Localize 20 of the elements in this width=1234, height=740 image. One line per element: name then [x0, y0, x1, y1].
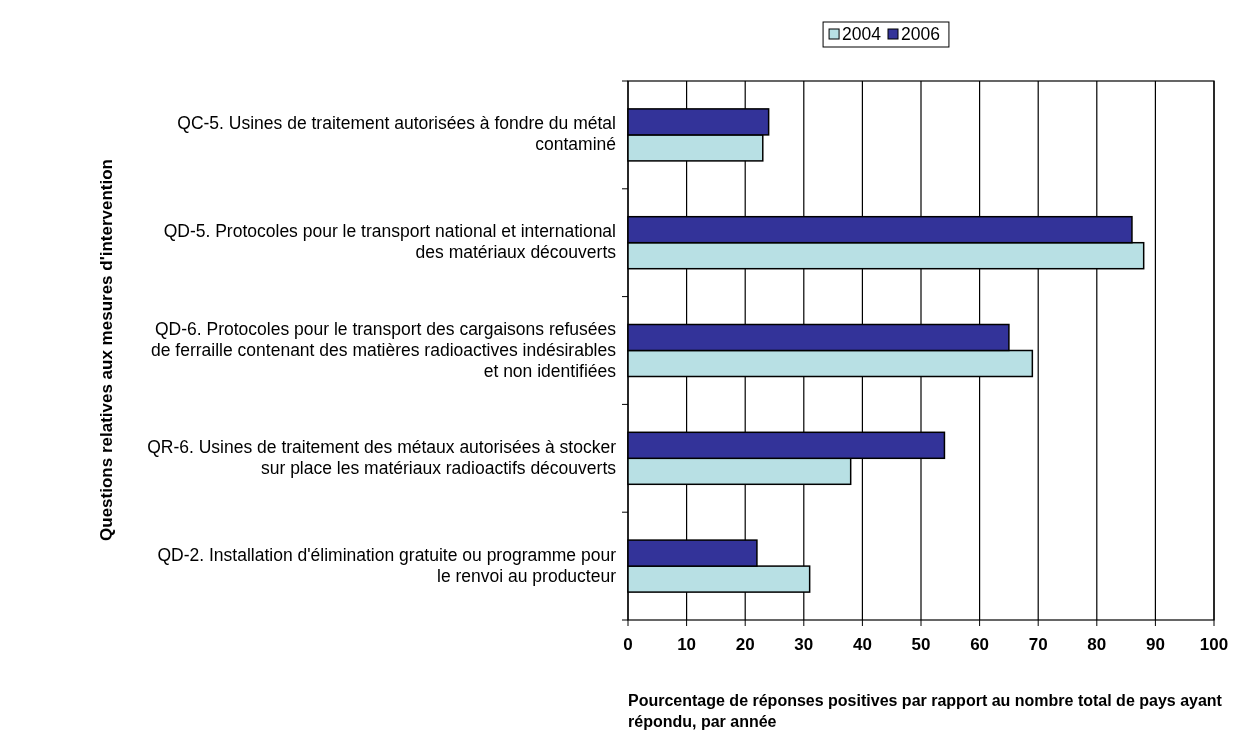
x-tick-label: 70 [1028, 635, 1048, 654]
x-tick-label: 60 [970, 635, 990, 654]
x-tick-label: 0 [623, 635, 633, 654]
x-tick-label: 10 [677, 635, 697, 654]
y-tick-label: QD-5. Protocoles pour le transport national et international des matériaux découverts [163, 220, 617, 262]
y-tick-label: QD-6. Protocoles pour le transport des cargaisons refusées de ferraille contenant des matières radioactives indésirables et non identifiées [151, 318, 617, 381]
y-tick-label: QC-5. Usines de traitement autorisées à fondre du métal contaminé [177, 113, 616, 155]
x-tick-label: 30 [794, 635, 814, 654]
y-axis-title: Questions relatives aux mesures d'intervention [97, 159, 116, 541]
legend-label: 2006 [901, 24, 940, 44]
y-tick-label: QR-6. Usines de traitement des métaux autorisées à stocker sur place les matériaux radioactifs découverts [147, 436, 617, 478]
x-tick-label: 40 [852, 635, 872, 654]
x-tick-label: 50 [911, 635, 931, 654]
y-tick-label: QD-2. Installation d'élimination gratuite ou programme pour le renvoi au producteur [157, 544, 617, 586]
x-tick-label: 80 [1087, 635, 1107, 654]
x-tick-label: 90 [1145, 635, 1165, 654]
x-tick-label: 100 [1199, 635, 1229, 654]
x-axis-title: Pourcentage de réponses positives par rapport au nombre total de pays ayant répondu, par année [628, 692, 1223, 730]
x-tick-label: 20 [735, 635, 755, 654]
legend-label: 2004 [842, 24, 882, 44]
